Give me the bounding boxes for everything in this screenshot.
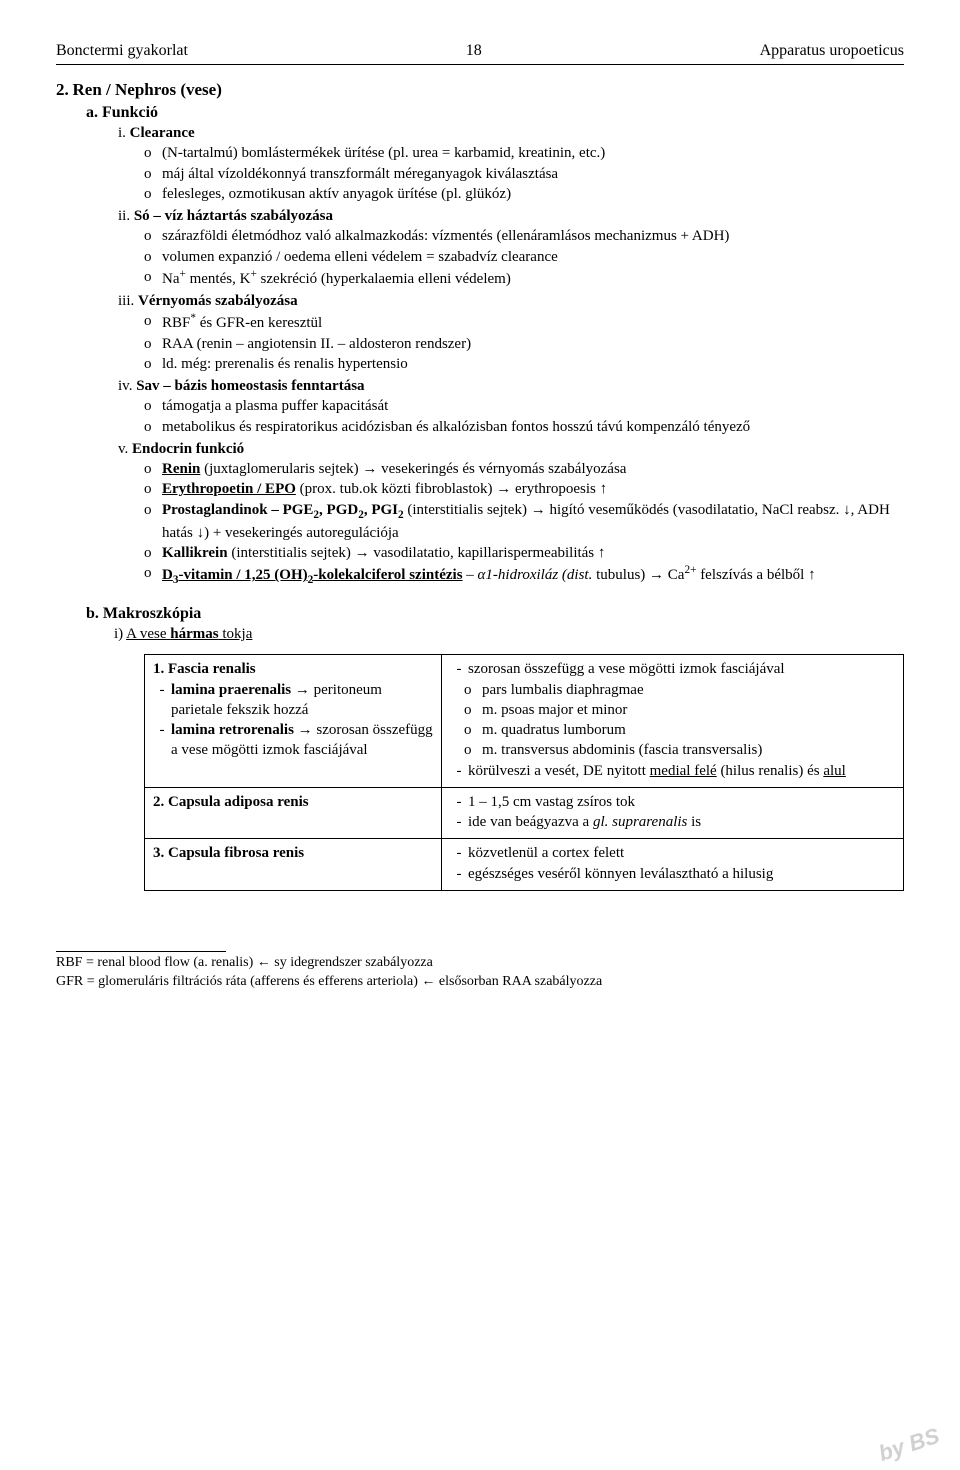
header-left: Bonctermi gyakorlat xyxy=(56,40,188,62)
roman-ii-title: Só – víz háztartás szabályozása xyxy=(134,208,333,224)
text: támogatja a plasma puffer kapacitását xyxy=(162,396,904,416)
subsection-b-label: b. xyxy=(86,605,99,622)
text: Renin (juxtaglomerularis sejtek) → vesek… xyxy=(162,459,904,479)
text: máj által vízoldékonnyá transzformált mé… xyxy=(162,164,904,184)
bullet: oErythropoetin / EPO (prox. tub.ok közti… xyxy=(144,479,904,499)
capsule-table: 1. Fascia renalis -lamina praerenalis → … xyxy=(144,654,904,891)
bullet: ovolumen expanzió / oedema elleni védele… xyxy=(144,247,904,267)
subsection-b-i: i) A vese hármas tokja xyxy=(114,624,904,644)
bullet: omáj által vízoldékonnyá transzformált m… xyxy=(144,164,904,184)
bi-text-pre: A vese xyxy=(126,626,170,642)
bullet: oNa+ mentés, K+ szekréció (hyperkalaemia… xyxy=(144,267,904,289)
roman-i-title: Clearance xyxy=(130,125,195,141)
bullet: old. még: prerenalis és renalis hyperten… xyxy=(144,354,904,374)
text: RAA (renin – angiotensin II. – aldostero… xyxy=(162,334,904,354)
text: Erythropoetin / EPO (prox. tub.ok közti … xyxy=(162,479,904,499)
page-header: Bonctermi gyakorlat 18 Apparatus uropoet… xyxy=(56,40,904,65)
subsection-b: b. Makroszkópia xyxy=(86,603,904,625)
bullet: o(N-tartalmú) bomlástermékek ürítése (pl… xyxy=(144,143,904,163)
bullet: ofelesleges, ozmotikusan aktív anyagok ü… xyxy=(144,184,904,204)
roman-i-label: i. xyxy=(118,123,126,143)
cell-r2-left: 2. Capsula adiposa renis xyxy=(145,787,442,839)
text: RBF* és GFR-en keresztül xyxy=(162,311,904,333)
bullet: oszárazföldi életmódhoz való alkalmazkod… xyxy=(144,226,904,246)
text: Kallikrein (interstitialis sejtek) → vas… xyxy=(162,543,904,563)
roman-v-label: v. xyxy=(118,439,128,459)
bullet: oRenin (juxtaglomerularis sejtek) → vese… xyxy=(144,459,904,479)
cell-r1-left: 1. Fascia renalis -lamina praerenalis → … xyxy=(145,655,442,788)
item-i: i. Clearance o(N-tartalmú) bomlásterméke… xyxy=(118,123,904,204)
text: metabolikus és respiratorikus acidózisba… xyxy=(162,417,904,437)
text: ld. még: prerenalis és renalis hypertens… xyxy=(162,354,904,374)
bi-text-bold: hármas xyxy=(170,626,218,642)
item-ii: ii. Só – víz háztartás szabályozása oszá… xyxy=(118,206,904,289)
roman-iv-title: Sav – bázis homeostasis fenntartása xyxy=(136,378,364,394)
bullet: oRAA (renin – angiotensin II. – aldoster… xyxy=(144,334,904,354)
footnote-separator xyxy=(56,951,226,952)
text: volumen expanzió / oedema elleni védelem… xyxy=(162,247,904,267)
bullet: oD3-vitamin / 1,25 (OH)2-kolekalciferol … xyxy=(144,563,904,588)
text: D3-vitamin / 1,25 (OH)2-kolekalciferol s… xyxy=(162,563,904,588)
item-iv: iv. Sav – bázis homeostasis fenntartása … xyxy=(118,376,904,437)
section-number: 2. xyxy=(56,80,69,99)
bi-label: i) xyxy=(114,626,123,642)
bullet: oProstaglandinok – PGE2, PGD2, PGI2 (int… xyxy=(144,500,904,543)
roman-v-title: Endocrin funkció xyxy=(132,441,244,457)
subsection-b-title: Makroszkópia xyxy=(103,605,201,622)
text: szárazföldi életmódhoz való alkalmazkodá… xyxy=(162,226,904,246)
watermark: by BS xyxy=(875,1421,943,1469)
cell-r2-right: -1 – 1,5 cm vastag zsíros tok -ide van b… xyxy=(442,787,904,839)
item-v: v. Endocrin funkció oRenin (juxtaglomeru… xyxy=(118,439,904,589)
text: Na+ mentés, K+ szekréció (hyperkalaemia … xyxy=(162,267,904,289)
roman-iii-title: Vérnyomás szabályozása xyxy=(138,293,298,309)
section-heading: Ren / Nephros (vese) xyxy=(73,80,222,99)
header-center: 18 xyxy=(466,40,482,62)
text: Prostaglandinok – PGE2, PGD2, PGI2 (inte… xyxy=(162,500,904,543)
roman-iv-label: iv. xyxy=(118,376,132,396)
header-right: Apparatus uropoeticus xyxy=(760,40,904,62)
bullet: oKallikrein (interstitialis sejtek) → va… xyxy=(144,543,904,563)
text: (N-tartalmú) bomlástermékek ürítése (pl.… xyxy=(162,143,904,163)
footnote-2: GFR = glomeruláris filtrációs ráta (affe… xyxy=(56,973,904,992)
bullet: ometabolikus és respiratorikus acidózisb… xyxy=(144,417,904,437)
subsection-a-title: Funkció xyxy=(102,104,158,121)
roman-ii-label: ii. xyxy=(118,206,130,226)
cell-r3-right: -közvetlenül a cortex felett -egészséges… xyxy=(442,839,904,891)
text: felesleges, ozmotikusan aktív anyagok ür… xyxy=(162,184,904,204)
r1-title: 1. Fascia renalis xyxy=(153,661,256,677)
section-title: 2. Ren / Nephros (vese) xyxy=(56,79,904,102)
roman-iii-label: iii. xyxy=(118,291,134,311)
footnote-1: RBF = renal blood flow (a. renalis) ← sy… xyxy=(56,954,904,973)
subsection-a-label: a. xyxy=(86,104,98,121)
subsection-a: a. Funkció xyxy=(86,102,904,124)
cell-r1-right: -szorosan összefügg a vese mögötti izmok… xyxy=(442,655,904,788)
bullet: otámogatja a plasma puffer kapacitását xyxy=(144,396,904,416)
cell-r3-left: 3. Capsula fibrosa renis xyxy=(145,839,442,891)
bullet: oRBF* és GFR-en keresztül xyxy=(144,311,904,333)
item-iii: iii. Vérnyomás szabályozása oRBF* és GFR… xyxy=(118,291,904,374)
bi-text-post: tokja xyxy=(219,626,253,642)
